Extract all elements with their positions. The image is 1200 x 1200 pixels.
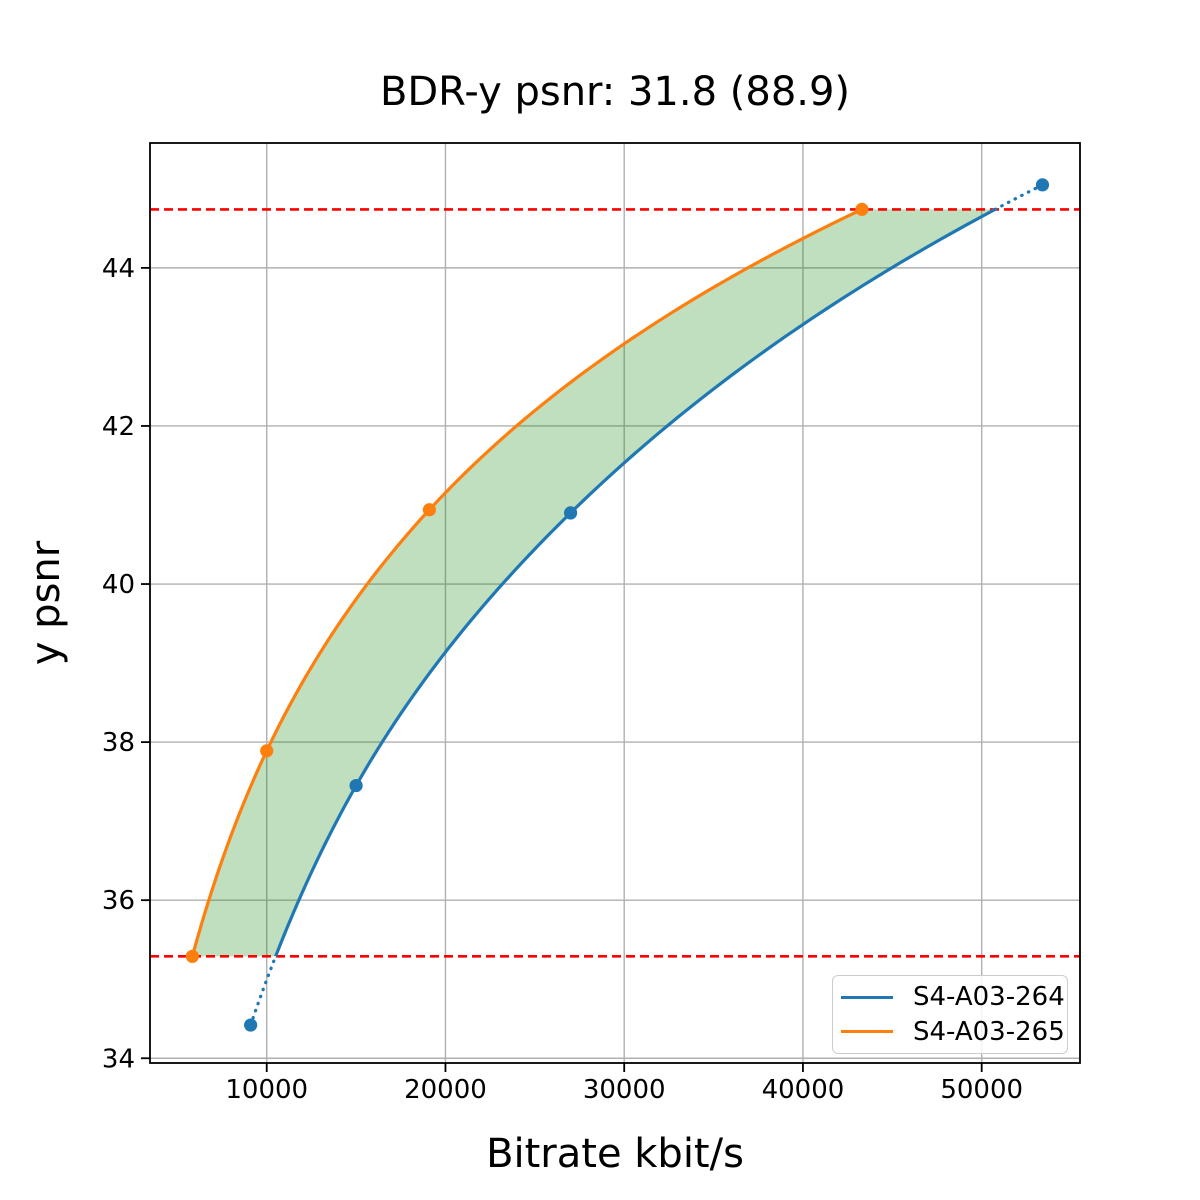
series-curve-S4-A03-264 bbox=[249, 954, 278, 1027]
legend-label: S4-A03-265 bbox=[913, 1016, 1065, 1047]
x-tick-label: 30000 bbox=[583, 1075, 666, 1105]
y-tick-label: 42 bbox=[102, 412, 135, 442]
legend-label: S4-A03-264 bbox=[913, 982, 1065, 1013]
data-point-S4-A03-265 bbox=[422, 503, 436, 517]
data-point-S4-A03-264 bbox=[1035, 178, 1050, 192]
series-curve-S4-A03-264 bbox=[993, 183, 1045, 211]
axes-spines bbox=[149, 142, 1081, 1064]
legend: S4-A03-264 S4-A03-265 bbox=[832, 975, 1068, 1054]
y-tick-label: 44 bbox=[102, 254, 135, 284]
y-tick-label: 40 bbox=[102, 570, 135, 600]
x-tick-label: 40000 bbox=[762, 1075, 845, 1105]
data-point-S4-A03-265 bbox=[185, 949, 199, 963]
series-curve-S4-A03-264 bbox=[274, 207, 996, 957]
data-point-S4-A03-264 bbox=[563, 506, 578, 520]
data-point-S4-A03-265 bbox=[855, 202, 869, 216]
x-axis-label: Bitrate kbit/s bbox=[486, 1131, 744, 1177]
y-axis-label: y psnr bbox=[23, 540, 69, 666]
legend-item: S4-A03-264 bbox=[841, 984, 1065, 1010]
bd-fill-region bbox=[192, 209, 996, 957]
legend-line-sample bbox=[841, 1030, 893, 1034]
data-point-S4-A03-265 bbox=[260, 744, 274, 758]
data-point-S4-A03-264 bbox=[244, 1018, 258, 1032]
chart-title: BDR-y psnr: 31.8 (88.9) bbox=[379, 69, 851, 115]
y-tick-label: 34 bbox=[102, 1044, 135, 1074]
legend-line-sample bbox=[841, 995, 893, 999]
x-tick-label: 50000 bbox=[940, 1075, 1023, 1105]
y-tick-label: 38 bbox=[102, 728, 135, 758]
x-tick-label: 20000 bbox=[404, 1075, 487, 1105]
data-point-S4-A03-264 bbox=[349, 778, 363, 793]
y-tick-label: 36 bbox=[102, 886, 135, 916]
legend-item: S4-A03-265 bbox=[841, 1019, 1065, 1045]
x-tick-label: 10000 bbox=[225, 1075, 308, 1105]
series-curve-S4-A03-265 bbox=[190, 207, 863, 957]
